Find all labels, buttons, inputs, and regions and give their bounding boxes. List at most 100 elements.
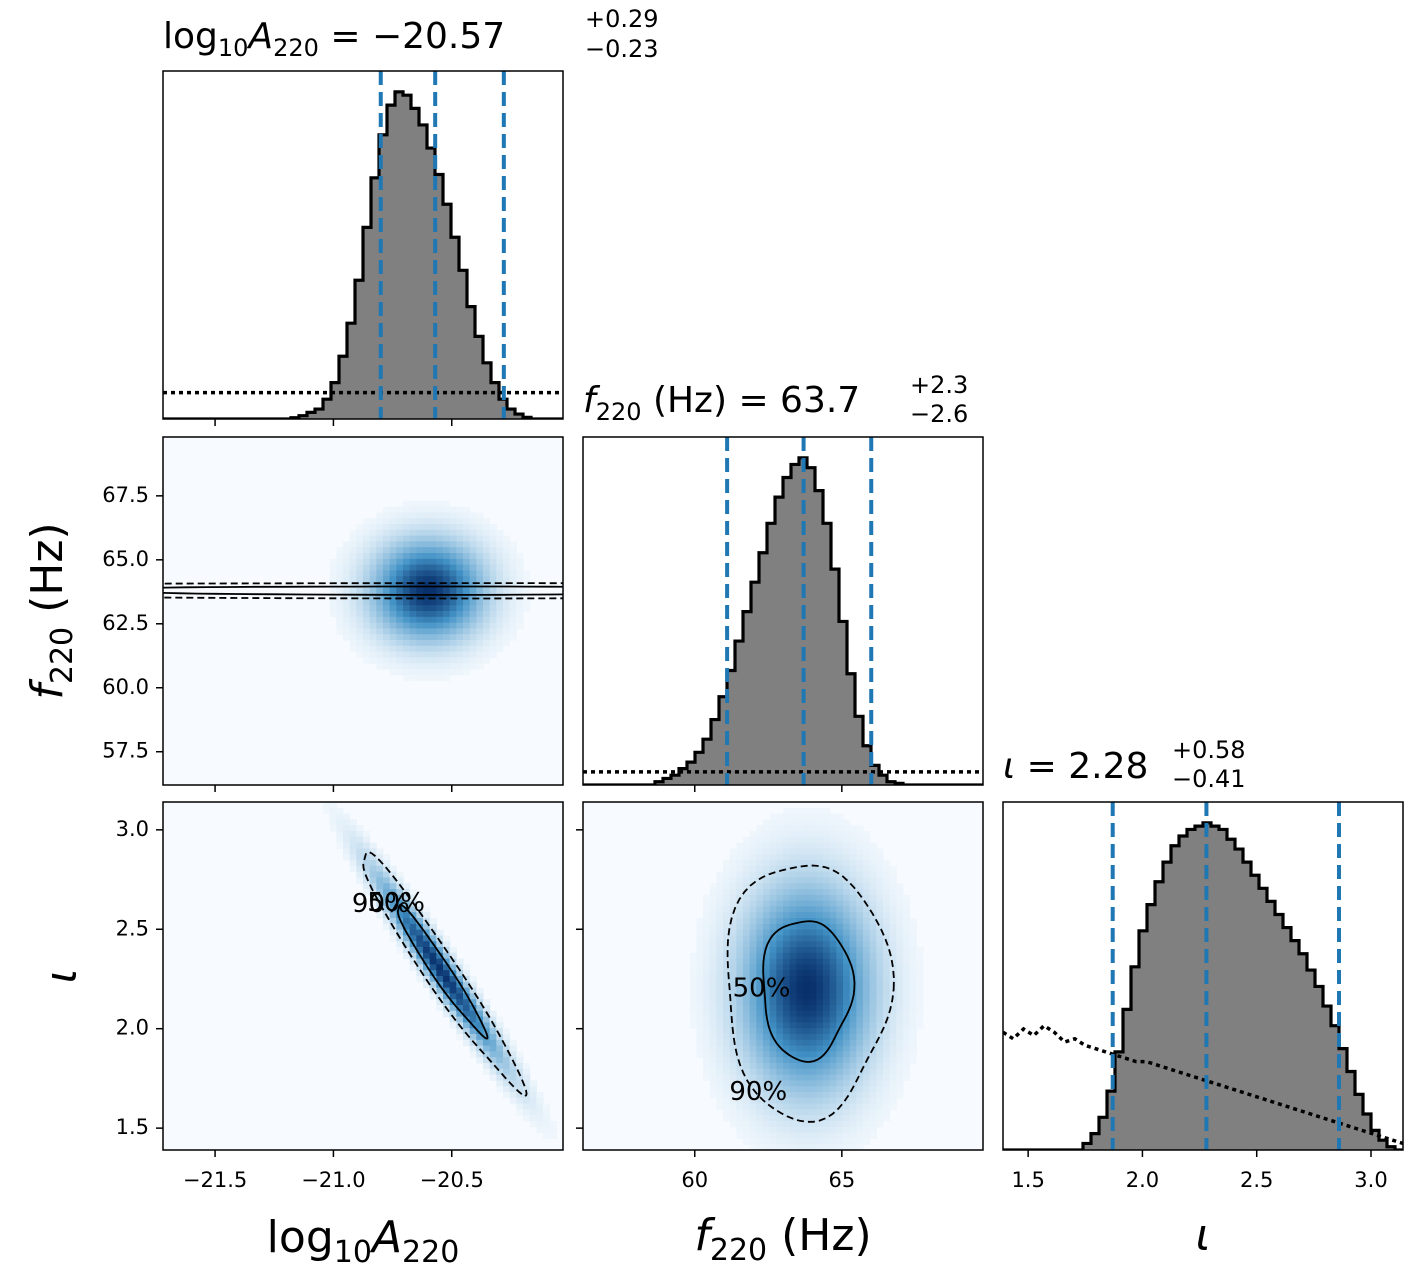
density-cell [816,1092,824,1099]
density-cell [769,1144,777,1150]
density-cell [396,541,404,548]
density-cell [763,836,771,844]
density-cell [523,1086,531,1093]
density-cell [709,1010,717,1018]
density-cell [803,819,811,826]
density-cell [869,1051,877,1058]
density-cell [736,935,744,942]
density-cell [443,981,451,989]
density-cell [763,865,771,873]
density-cell [756,900,764,907]
density-cell [436,640,444,647]
density-cell [756,1103,764,1110]
density-cell [763,981,771,989]
hist-iota-bars [1003,821,1403,1150]
density-cell [736,918,744,925]
density-cell [369,547,377,554]
density-cell [789,1121,797,1128]
density-cell [463,512,471,519]
density-cell [803,1022,811,1029]
density-cell [769,1080,777,1087]
density-cell [369,599,377,606]
density-cell [756,958,764,965]
density-cell [796,860,804,867]
density-cell [429,622,437,629]
density-cell [863,993,871,1000]
density-cell [409,593,417,600]
density-cell [489,605,497,612]
density-cell [829,900,837,907]
density-cell [329,819,337,826]
density-cell [343,819,351,826]
density-cell [776,831,784,838]
density-cell [789,854,797,861]
density-cell [843,836,851,844]
density-cell [729,1034,737,1041]
density-cell [823,889,831,896]
density-cell [503,1051,511,1058]
density-cell [749,1109,757,1116]
density-cell [716,964,724,971]
density-cell [463,541,471,548]
density-cell [383,906,391,913]
density-cell [836,1005,844,1012]
density-cell [709,883,717,890]
density-cell [829,836,837,844]
density-cell [423,558,431,566]
density-cell [409,553,417,560]
density-cell [763,912,771,919]
density-cell [516,587,524,595]
density-cell [836,918,844,925]
density-cell [836,929,844,936]
density-cell [809,1034,817,1041]
title-iota: ι = 2.28 [1003,746,1148,787]
density-cell [403,570,411,577]
density-cell [783,923,791,931]
density-cell [476,987,484,994]
density-cell [496,1068,504,1076]
density-cell [396,640,404,647]
density-cell [409,524,417,531]
density-cell [376,912,384,919]
density-cell [369,651,377,658]
density-cell [789,1063,797,1070]
density-cell [823,1057,831,1064]
density-cell [776,842,784,849]
density-cell [909,918,917,925]
density-cell [823,958,831,965]
density-cell [883,883,891,890]
density-cell [863,923,871,931]
density-cell [429,935,437,942]
density-cell [736,883,744,890]
density-cell [796,848,804,855]
density-cell [456,976,464,983]
density-cell [469,535,477,542]
density-cell [876,871,884,878]
density-cell [689,1005,697,1012]
density-cell [703,929,711,936]
hist-bar-f220 [847,673,856,785]
density-cell [456,622,464,629]
density-cell [816,1126,824,1134]
hist-bar-f220 [719,696,728,785]
hist-bar-f220 [663,778,672,785]
density-cell [816,848,824,855]
density-cell [369,877,377,884]
density-cell [483,582,491,589]
density-cell [723,906,731,913]
density-cell [769,993,777,1000]
density-cell [823,1034,831,1041]
density-cell [376,587,384,595]
density-cell [816,1016,824,1023]
density-cell [829,964,837,971]
density-cell [816,918,824,925]
xtick-label-iota: 2.0 [1126,1168,1159,1192]
density-cell [816,999,824,1006]
density-cell [789,918,797,925]
hist-bar-logA [379,134,388,419]
density-cell [443,599,451,606]
density-cell [476,524,484,531]
density-cell [763,923,771,931]
density-cell [856,1103,864,1110]
density-cell [436,993,444,1000]
